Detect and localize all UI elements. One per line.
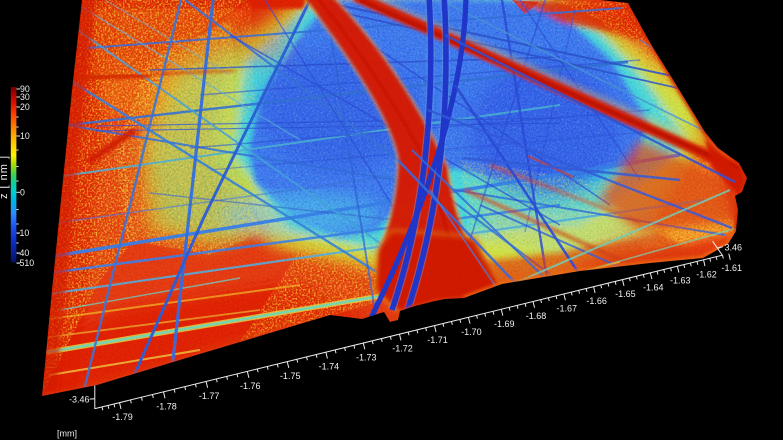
svg-text:-1.63: -1.63: [670, 276, 691, 286]
svg-text:-1.76: -1.76: [240, 381, 261, 391]
svg-text:-1.70: -1.70: [461, 327, 482, 337]
svg-text:-1.72: -1.72: [392, 344, 413, 354]
svg-text:-1.68: -1.68: [526, 311, 547, 321]
svg-text:-1.77: -1.77: [199, 391, 220, 401]
svg-text:-1.71: -1.71: [427, 335, 448, 345]
svg-text:3.46: 3.46: [725, 243, 743, 253]
svg-text:-1.75: -1.75: [280, 371, 301, 381]
svg-text:-510: -510: [17, 258, 35, 268]
svg-text:-3.46: -3.46: [69, 395, 90, 405]
svg-text:-1.69: -1.69: [494, 319, 515, 329]
svg-text:10: 10: [20, 131, 30, 141]
svg-text:-1.65: -1.65: [615, 289, 636, 299]
svg-text:30: 30: [20, 92, 30, 102]
svg-text:-1.67: -1.67: [557, 304, 578, 314]
svg-text:-1.73: -1.73: [356, 353, 377, 363]
svg-text:-1.79: -1.79: [112, 412, 133, 422]
svg-text:z [ nm ]: z [ nm ]: [0, 155, 10, 199]
svg-text:0: 0: [20, 188, 25, 198]
svg-text:-1.78: -1.78: [156, 401, 177, 411]
svg-text:-1.66: -1.66: [586, 296, 607, 306]
svg-text:[mm]: [mm]: [57, 429, 77, 439]
svg-text:-10: -10: [17, 228, 30, 238]
svg-text:-1.64: -1.64: [643, 282, 664, 292]
svg-text:-1.61: -1.61: [722, 263, 743, 273]
svg-text:-40: -40: [17, 248, 30, 258]
svg-text:-1.74: -1.74: [319, 362, 340, 372]
svg-text:90: 90: [20, 84, 30, 94]
svg-text:20: 20: [20, 102, 30, 112]
svg-text:-1.62: -1.62: [696, 269, 717, 279]
